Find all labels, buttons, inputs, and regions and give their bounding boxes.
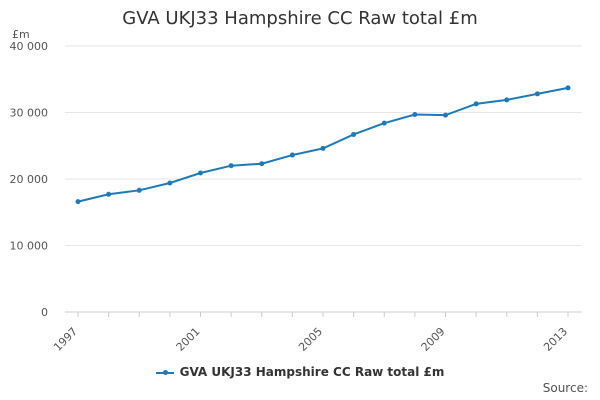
- x-tick-label: 2013: [541, 325, 570, 354]
- axes: 0 10 000 20 000 30 000 40 000 1997 2001 2005 200…: [10, 40, 582, 354]
- y-tick-label: 0: [41, 306, 48, 319]
- legend-series-label: GVA UKJ33 Hampshire CC Raw total £m: [179, 365, 445, 379]
- x-tick-label: 2009: [419, 325, 448, 354]
- data-point[interactable]: [381, 120, 387, 126]
- data-point[interactable]: [198, 170, 203, 176]
- y-tick-label: 20 000: [10, 173, 49, 186]
- data-point[interactable]: [289, 152, 295, 158]
- data-point[interactable]: [75, 199, 81, 205]
- grid-lines: [65, 45, 582, 246]
- series-line: [77, 86, 569, 203]
- x-tick-label: 2001: [174, 325, 203, 354]
- legend-series-marker-icon: [155, 369, 174, 375]
- y-axis-unit-label: £m: [12, 28, 30, 41]
- data-point[interactable]: [136, 187, 142, 193]
- data-point[interactable]: [534, 91, 540, 97]
- x-tick-label: 2005: [296, 325, 325, 354]
- series-layer: [75, 85, 571, 205]
- chart-title: GVA UKJ33 Hampshire CC Raw total £m: [122, 8, 478, 29]
- legend[interactable]: GVA UKJ33 Hampshire CC Raw total £m: [0, 365, 600, 379]
- y-tick-label: 10 000: [10, 240, 49, 253]
- data-point[interactable]: [106, 191, 112, 197]
- y-tick-label: 30 000: [10, 107, 49, 120]
- data-point[interactable]: [443, 112, 448, 118]
- data-point[interactable]: [228, 163, 234, 169]
- y-tick-label: 40 000: [10, 40, 49, 53]
- x-tick-label: 1997: [51, 325, 80, 354]
- data-point[interactable]: [167, 180, 173, 186]
- data-point[interactable]: [565, 85, 571, 91]
- data-point[interactable]: [320, 145, 326, 151]
- data-point[interactable]: [473, 101, 479, 107]
- data-point[interactable]: [412, 111, 418, 117]
- data-point[interactable]: [259, 161, 265, 167]
- data-point[interactable]: [351, 131, 357, 137]
- source-label: Source:: [542, 381, 588, 395]
- data-point[interactable]: [504, 97, 510, 103]
